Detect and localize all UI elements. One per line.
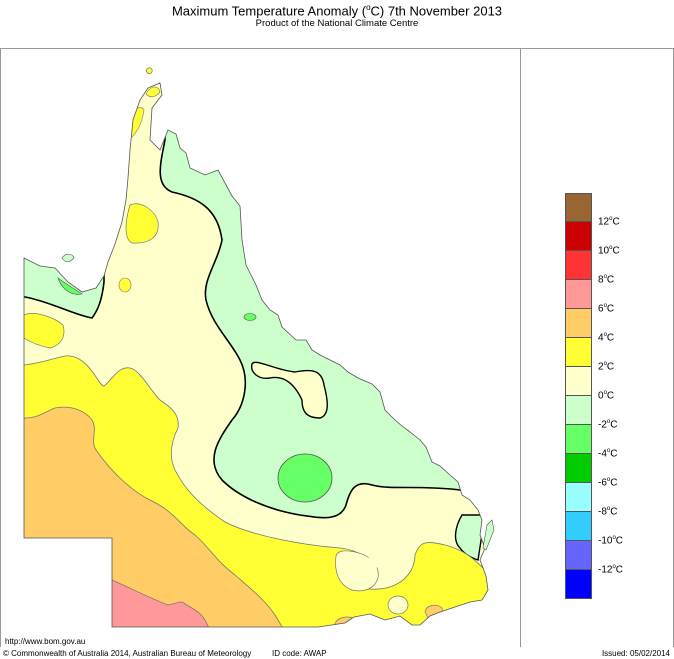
legend-swatch xyxy=(565,251,592,280)
map-frame-top xyxy=(0,48,674,648)
legend-swatch xyxy=(565,396,592,425)
issued-date: Issued: 05/02/2014 xyxy=(601,649,670,658)
legend-label: 2oC xyxy=(598,361,615,373)
legend-label: -2oC xyxy=(598,419,618,431)
island-gulf xyxy=(61,253,75,263)
bom-url-link[interactable]: http://www.bom.gov.au xyxy=(5,637,86,646)
legend-label: -8oC xyxy=(598,506,618,518)
coastline xyxy=(23,82,489,628)
colour-legend: 12oC 10oC 8oC 6oC 4oC 2oC 0oC -2oC -4oC … xyxy=(565,193,623,599)
legend-swatch xyxy=(565,280,592,309)
anomaly-zones xyxy=(24,83,488,627)
island-fraser xyxy=(482,519,495,551)
legend-swatch xyxy=(565,541,592,570)
legend-swatch xyxy=(565,483,592,512)
legend-label: 10oC xyxy=(598,245,620,257)
legend-label: 6oC xyxy=(598,303,615,315)
legend-label: -4oC xyxy=(598,448,618,460)
legend-swatch xyxy=(565,222,592,251)
legend-label: 0oC xyxy=(598,390,615,402)
legend-swatch xyxy=(565,425,592,454)
legend-label: 12oC xyxy=(598,216,620,228)
legend-label: -10oC xyxy=(598,535,624,547)
map-subtitle: Product of the National Climate Centre xyxy=(255,18,419,29)
legend-swatch xyxy=(565,309,592,338)
copyright-notice: © Commonwealth of Australia 2014, Austra… xyxy=(3,649,252,658)
legend-swatch xyxy=(565,367,592,396)
legend-swatch xyxy=(565,193,592,222)
legend-swatch xyxy=(565,570,592,599)
legend-label: 4oC xyxy=(598,332,615,344)
legend-label: -6oC xyxy=(598,477,618,489)
legend-label: 8oC xyxy=(598,274,615,286)
map-frame-left xyxy=(0,48,1,647)
island-torres xyxy=(145,67,153,75)
legend-label: -12oC xyxy=(598,564,624,576)
legend-swatch xyxy=(565,338,592,367)
map-frame-divider xyxy=(520,48,521,647)
legend-swatch xyxy=(565,454,592,483)
legend-swatch xyxy=(565,512,592,541)
map-title: Maximum Temperature Anomaly (oC) 7th Nov… xyxy=(171,3,503,19)
id-code: ID code: AWAP xyxy=(272,649,327,658)
